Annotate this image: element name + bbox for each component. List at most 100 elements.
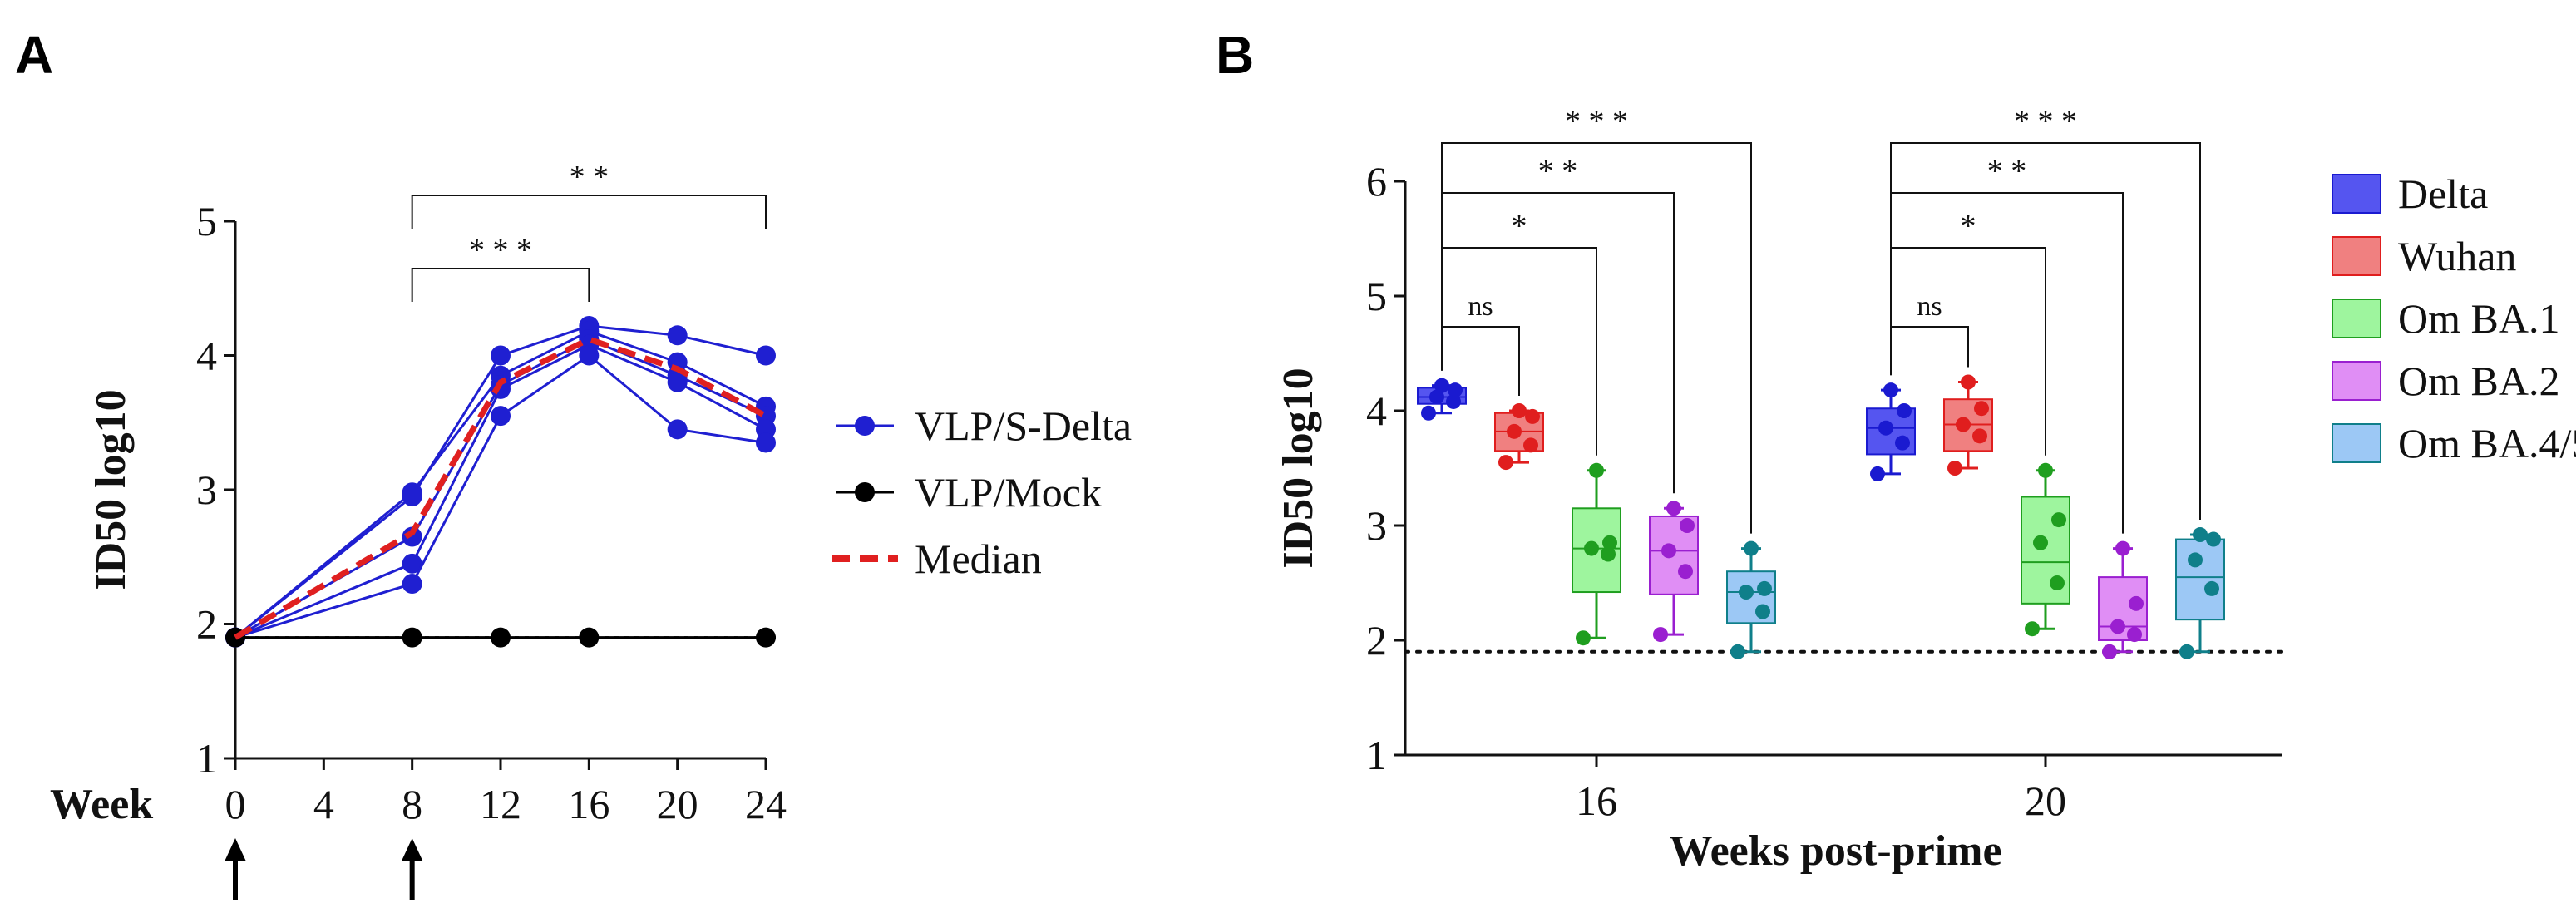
a-mock-point xyxy=(491,627,511,648)
b-legend-swatch xyxy=(2332,361,2381,401)
a-significance-label: * * xyxy=(570,160,609,195)
a-x-tick-label: 4 xyxy=(313,781,334,827)
b-data-point xyxy=(1507,423,1522,439)
b-data-point xyxy=(1523,437,1538,453)
b-data-point xyxy=(1974,401,1989,417)
a-median-line xyxy=(234,336,767,640)
b-data-point xyxy=(1429,389,1444,405)
b-data-point xyxy=(2110,619,2125,634)
a-x-tick-label: 8 xyxy=(402,781,422,827)
b-data-point xyxy=(1739,585,1754,600)
b-significance-bracket xyxy=(1890,192,2124,534)
b-data-point xyxy=(1601,546,1616,562)
b-legend-label: Om BA.4/5 xyxy=(2398,420,2576,466)
a-significance-bracket xyxy=(411,195,767,229)
a-delta-point xyxy=(402,482,422,503)
a-legend-swatch-dot xyxy=(855,482,875,502)
b-data-point xyxy=(2102,644,2117,659)
b-data-point xyxy=(1680,518,1695,533)
b-data-point xyxy=(1653,627,1668,643)
b-data-point xyxy=(1666,501,1681,516)
b-legend-swatch xyxy=(2332,423,2381,463)
a-delta-point xyxy=(756,432,776,453)
b-significance-label: * * * xyxy=(2014,104,2077,139)
b-x-tick-label: 20 xyxy=(2025,777,2066,824)
b-y-axis-title: ID50 log10 xyxy=(1275,368,1322,568)
b-legend-label: Om BA.2 xyxy=(2398,358,2559,404)
b-data-point xyxy=(1678,564,1693,580)
a-delta-point xyxy=(491,345,511,366)
b-legend-label: Delta xyxy=(2398,170,2488,217)
a-x-tick-label: 20 xyxy=(657,781,698,827)
b-significance-label: ns xyxy=(1468,291,1493,322)
b-data-point xyxy=(1895,435,1910,451)
b-y-tick-label: 3 xyxy=(1366,502,1387,549)
a-delta-point xyxy=(402,553,422,574)
a-delta-point xyxy=(402,574,422,595)
b-data-point xyxy=(1878,420,1893,436)
b-data-point xyxy=(2038,462,2053,478)
b-significance-label: * * * xyxy=(1565,104,1628,139)
b-data-point xyxy=(1525,408,1540,424)
b-data-point xyxy=(1744,540,1759,556)
a-delta-point xyxy=(667,325,688,346)
b-data-point xyxy=(1883,382,1898,398)
b-x-axis-title: Weeks post-prime xyxy=(1669,827,2001,875)
a-delta-point xyxy=(667,372,688,392)
b-y-tick-label: 4 xyxy=(1366,387,1387,434)
b-data-point xyxy=(1589,462,1604,478)
a-mock-point xyxy=(756,627,776,648)
a-y-tick-label: 4 xyxy=(196,333,217,379)
b-data-point xyxy=(2206,531,2221,547)
b-data-point xyxy=(2193,527,2208,543)
b-data-point xyxy=(1870,466,1885,481)
b-box xyxy=(2175,538,2225,621)
b-significance-bracket xyxy=(1441,142,1752,534)
a-y-tick-label: 5 xyxy=(196,198,217,244)
a-delta-point xyxy=(667,419,688,440)
panel-a-letter: A xyxy=(15,25,53,85)
a-y-tick-label: 2 xyxy=(196,601,217,648)
a-legend-label: VLP/Mock xyxy=(915,469,1102,516)
b-data-point xyxy=(1661,543,1676,559)
a-mock-point xyxy=(579,627,600,648)
b-box xyxy=(1649,515,1699,595)
b-data-point xyxy=(1576,630,1591,646)
a-significance-bracket xyxy=(411,268,590,302)
b-data-point xyxy=(1512,403,1527,418)
b-significance-bracket xyxy=(1890,326,1969,376)
b-data-point xyxy=(2179,644,2194,659)
b-x-tick-label: 16 xyxy=(1576,777,1617,824)
b-data-point xyxy=(1448,382,1463,398)
a-delta-line-3 xyxy=(234,343,767,639)
a-mock-point xyxy=(402,627,422,648)
b-data-point xyxy=(1446,393,1461,409)
a-legend-label: VLP/S-Delta xyxy=(915,402,1132,449)
b-significance-bracket xyxy=(1441,192,1675,494)
a-dose-arrow-head xyxy=(401,838,423,861)
b-data-point xyxy=(1755,604,1770,619)
b-data-point xyxy=(1584,540,1599,556)
b-legend-label: Om BA.1 xyxy=(2398,295,2559,342)
panel-b-letter: B xyxy=(1216,25,1254,85)
b-legend-swatch xyxy=(2332,299,2381,338)
b-data-point xyxy=(1757,580,1772,596)
b-data-point xyxy=(2129,595,2144,611)
b-significance-label: * xyxy=(1961,209,1976,244)
b-significance-bracket xyxy=(1890,142,2201,521)
panel-b-chart: 1 2 3 4 5 6 16 20 Weeks post-prime ID50 log10 ns * *… xyxy=(1275,104,2576,875)
b-significance-label: * xyxy=(1512,209,1527,244)
b-significance-label: * * xyxy=(1538,154,1578,189)
b-data-point xyxy=(2033,535,2048,550)
a-delta-line-4 xyxy=(234,353,767,639)
b-data-point xyxy=(1602,535,1617,550)
a-x-axis-title: Week xyxy=(50,781,153,828)
a-delta-point xyxy=(491,406,511,427)
b-data-point xyxy=(2050,575,2065,590)
a-dose-arrow-head xyxy=(225,838,246,861)
b-data-point xyxy=(1730,644,1745,659)
b-data-point xyxy=(2188,552,2203,568)
a-delta-point xyxy=(491,378,511,399)
